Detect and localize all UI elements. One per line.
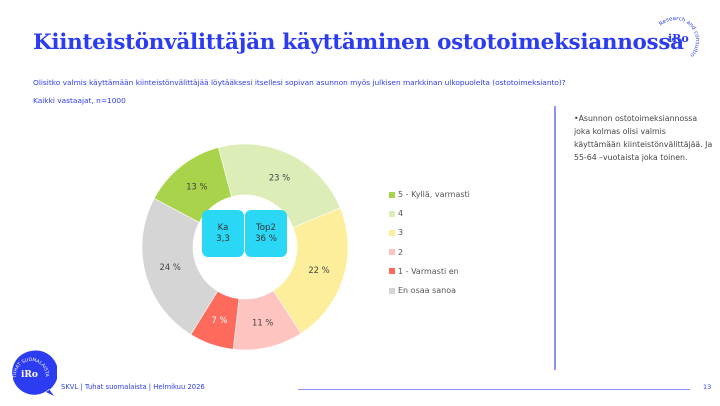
legend-item-3: 3: [389, 223, 470, 242]
page-number: 13: [703, 383, 712, 391]
slice-value-label: 13 %: [186, 181, 207, 191]
footer-divider: [298, 389, 690, 390]
legend-label: 2: [398, 247, 404, 257]
kpi-top2-value: 36 %: [255, 233, 277, 244]
kpi-top2-box: Top2 36 %: [245, 210, 287, 257]
donut-slice: [272, 207, 349, 334]
legend-swatch-icon: [389, 249, 395, 256]
donut-slice: [217, 143, 341, 228]
slice-value-label: 23 %: [269, 173, 290, 183]
kpi-mean-label: Ka: [217, 222, 229, 233]
legend-label: 3: [398, 228, 404, 238]
survey-question: Olisitko valmis käyttämään kiinteistönvä…: [33, 78, 566, 87]
slice-value-label: 22 %: [308, 265, 329, 275]
slice-value-label: 11 %: [252, 317, 273, 327]
donut-slice-labels: 23 % 22 % 11 % 7 % 24 % 13 %: [160, 173, 330, 328]
legend-swatch-icon: [389, 210, 395, 217]
legend-label: 4: [398, 209, 404, 219]
donut-slices: [141, 143, 349, 351]
donut-slice: [141, 197, 219, 335]
iro-logo-icon: Research and consulting iRo: [640, 0, 700, 58]
note-divider: [554, 106, 556, 370]
kpi-top2-label: Top2: [256, 222, 276, 233]
kpi-mean-box: Ka 3,3: [202, 210, 244, 257]
sample-base: Kaikki vastaajat, n=1000: [33, 96, 126, 105]
legend-item-eos: En osaa sanoa: [389, 281, 470, 300]
legend-label: 1 - Varmasti en: [398, 266, 459, 276]
tuhat-suomalaista-badge-icon: TUHAT SUOMALAISTA iRo: [12, 350, 57, 396]
legend-label: En osaa sanoa: [398, 286, 457, 296]
badge-text: iRo: [21, 370, 38, 380]
legend-swatch-icon: [389, 268, 395, 275]
logo-text: iRo: [668, 32, 689, 45]
legend-item-4: 4: [389, 204, 470, 223]
key-finding-note: •Asunnon ostotoimeksiannossa joka kolmas…: [574, 114, 713, 162]
legend-swatch-icon: [389, 229, 395, 236]
slice-value-label: 7 %: [212, 315, 228, 325]
legend-item-5: 5 - Kyllä, varmasti: [389, 185, 470, 204]
legend-item-2: 2: [389, 243, 470, 262]
chart-legend: 5 - Kyllä, varmasti 4 3 2 1 - Varmasti e…: [389, 185, 470, 300]
legend-item-1: 1 - Varmasti en: [389, 262, 470, 281]
legend-swatch-icon: [389, 287, 395, 294]
legend-label: 5 - Kyllä, varmasti: [398, 190, 470, 200]
slice-value-label: 24 %: [160, 262, 181, 272]
kpi-mean-value: 3,3: [216, 233, 230, 244]
legend-swatch-icon: [389, 191, 395, 198]
footer-source: SKVL | Tuhat suomalaista | Helmikuu 2026: [61, 383, 205, 391]
page-title: Kiinteistönvälittäjän käyttäminen ostoto…: [33, 30, 684, 55]
